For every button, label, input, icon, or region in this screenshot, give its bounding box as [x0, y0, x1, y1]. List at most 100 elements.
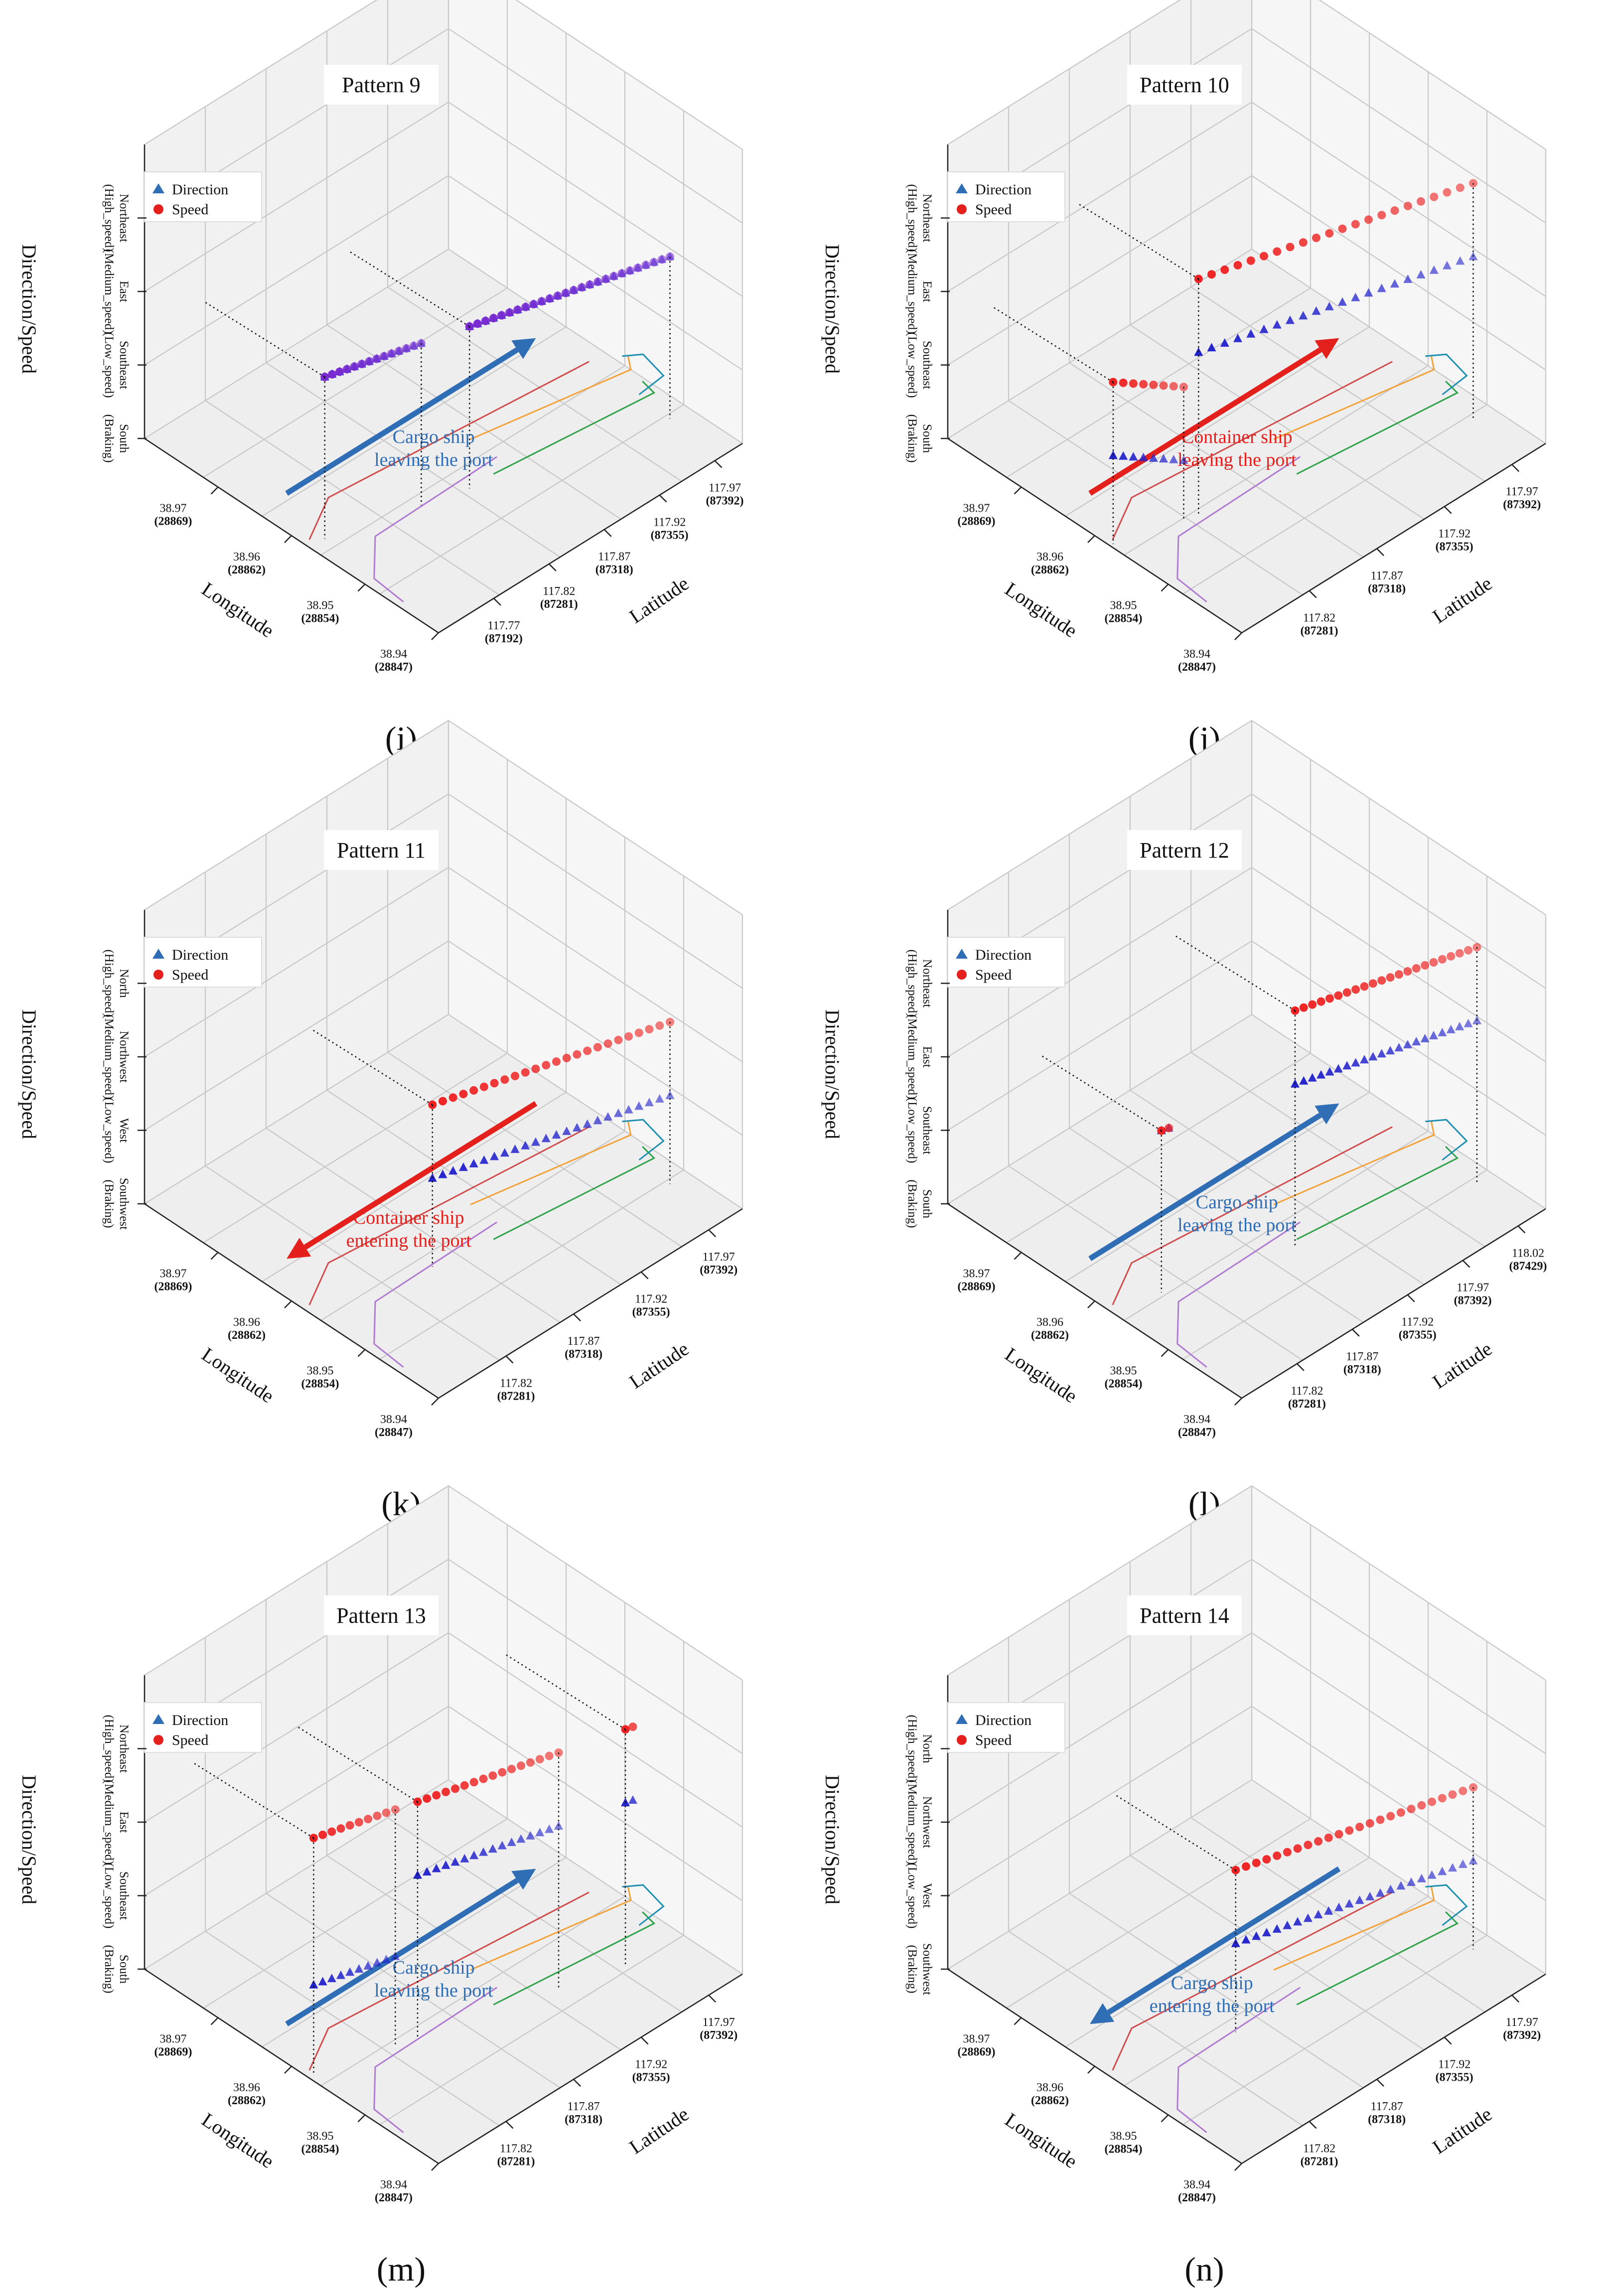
speed-point [1159, 381, 1168, 390]
legend-box [144, 171, 262, 222]
z-category-label: East(Medium_speed) [905, 1014, 934, 1100]
chart-cell-5: Pattern 13 Direction Speed South(Braking) So… [0, 1485, 803, 2296]
longitude-tick-label: 38.95 [307, 599, 334, 612]
z-category-name: North [117, 969, 131, 998]
port-route-1 [373, 1987, 498, 2133]
chart-svg: Pattern 14 Direction Speed Southwest(Brakin… [821, 1485, 1547, 2288]
speed-point [578, 283, 586, 292]
speed-point [1368, 979, 1377, 988]
port-route-2 [308, 1126, 589, 1305]
latitude-axis-line [438, 1973, 743, 2164]
port-route-1 [1176, 1221, 1301, 1368]
longitude-tick-label: 38.94 [1183, 1413, 1210, 1426]
grid-line [144, 249, 449, 439]
latitude-tick [640, 1271, 649, 1280]
legend-box [947, 1702, 1065, 1753]
direction-point [1272, 1924, 1282, 1933]
panel-4: Pattern 12DirectionSpeedSouth(Braking)So… [821, 719, 1547, 1523]
grid-line [1124, 365, 1429, 556]
grid-line [947, 940, 1546, 1136]
speed-point [585, 280, 594, 289]
port-route-5 [622, 1119, 665, 1161]
latitude-tick-sub: (87392) [1503, 2029, 1541, 2042]
longitude-tick [1014, 2017, 1022, 2025]
latitude-tick [1462, 1260, 1470, 1268]
speed-point [345, 1821, 354, 1830]
speed-point [391, 1805, 400, 1814]
direction-point [628, 1795, 637, 1804]
speed-point [1308, 1000, 1317, 1009]
speed-point [465, 322, 474, 331]
latitude-tick [1351, 1328, 1360, 1337]
latitude-tick-label: 117.82 [500, 1377, 532, 1390]
grid-line [1008, 1931, 1303, 2126]
latitude-axis-line [1241, 1973, 1546, 2164]
longitude-tick-sub: (28869) [958, 1281, 996, 1293]
direction-point [1259, 324, 1269, 333]
direction-point [1403, 1040, 1412, 1048]
direction-point [1355, 1895, 1364, 1904]
speed-point [1338, 224, 1347, 233]
longitude-tick [284, 535, 292, 543]
direction-point [603, 1112, 613, 1121]
z-category-sub: (Low_speed) [905, 1098, 919, 1163]
annotation-arrow-shaft [285, 347, 519, 496]
speed-point [498, 1768, 507, 1777]
longitude-tick-label: 38.96 [233, 551, 260, 564]
longitude-tick [210, 1252, 219, 1260]
speed-point [1304, 1841, 1313, 1850]
speed-point [1246, 256, 1255, 265]
port-route-4 [1273, 1886, 1435, 1971]
longitude-axis-label: Longitude [1001, 2108, 1081, 2172]
z-category-sub: (High_speed) [102, 949, 116, 1017]
direction-point [1403, 274, 1413, 283]
grid-line [947, 0, 1546, 150]
speed-point [1351, 220, 1360, 229]
speed-point [517, 1761, 525, 1770]
grid-line [448, 249, 743, 444]
speed-point [593, 1043, 602, 1052]
left-back-wall [145, 0, 448, 438]
grid-line [947, 1485, 1546, 1681]
latitude-tick [1511, 1995, 1520, 2003]
longitude-tick-sub: (28869) [958, 2046, 996, 2059]
direction-point [634, 1101, 644, 1110]
subfigure-label: (m) [377, 2250, 426, 2288]
grid-line [448, 1014, 743, 1209]
speed-point [354, 1818, 363, 1827]
longitude-axis-label: Longitude [198, 577, 278, 642]
direction-point [391, 1951, 400, 1960]
direction-point [1272, 320, 1282, 329]
grid-line [379, 1935, 684, 2125]
legend-marker-circle [957, 204, 967, 214]
direction-point [573, 1123, 582, 1132]
speed-point [382, 1808, 391, 1817]
speed-point [1325, 229, 1334, 238]
latitude-tick-label: 117.92 [653, 516, 686, 529]
z-category-label: East(Medium_speed) [102, 249, 131, 334]
grid-line [1069, 1893, 1364, 2088]
direction-point [1386, 1046, 1395, 1055]
port-route-1 [373, 456, 498, 602]
grid-line [1182, 1935, 1487, 2125]
latitude-axis-line [1241, 1208, 1546, 1399]
direction-point [1368, 1052, 1378, 1061]
speed-point [490, 1079, 499, 1088]
z-category-sub: (Low_speed) [905, 332, 919, 398]
z-category-sub: (Low_speed) [102, 332, 116, 398]
legend-label: Speed [975, 1732, 1012, 1748]
grid-line [379, 404, 684, 594]
speed-point [1149, 380, 1158, 389]
grid-line [205, 1931, 500, 2126]
annotation-arrow-head [1315, 1103, 1339, 1125]
direction-point [1207, 343, 1216, 352]
title-box [1127, 830, 1242, 870]
direction-point [1438, 1866, 1447, 1875]
grid-line [203, 1053, 508, 1243]
speed-point [1355, 1823, 1364, 1832]
latitude-tick-sub: (87392) [1503, 498, 1541, 511]
z-category-name: Southeast [117, 1871, 131, 1920]
direction-point [1377, 284, 1386, 292]
direction-point [469, 1851, 479, 1860]
legend-marker-circle [957, 970, 967, 980]
